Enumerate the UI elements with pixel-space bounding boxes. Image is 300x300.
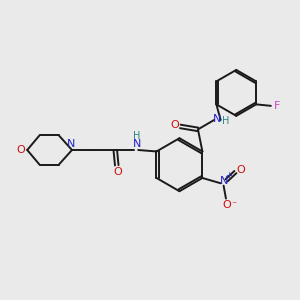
Text: +: +	[226, 170, 232, 179]
Text: N: N	[219, 176, 228, 186]
Text: ⁻: ⁻	[232, 200, 237, 210]
Text: N: N	[213, 114, 221, 124]
Text: O: O	[222, 200, 231, 210]
Text: N: N	[133, 139, 141, 148]
Text: F: F	[274, 101, 280, 111]
Text: O: O	[113, 167, 122, 177]
Text: N: N	[67, 139, 76, 148]
Text: O: O	[236, 165, 245, 175]
Text: H: H	[222, 116, 229, 126]
Text: H: H	[133, 131, 140, 141]
Text: O: O	[171, 120, 179, 130]
Text: O: O	[16, 145, 25, 155]
